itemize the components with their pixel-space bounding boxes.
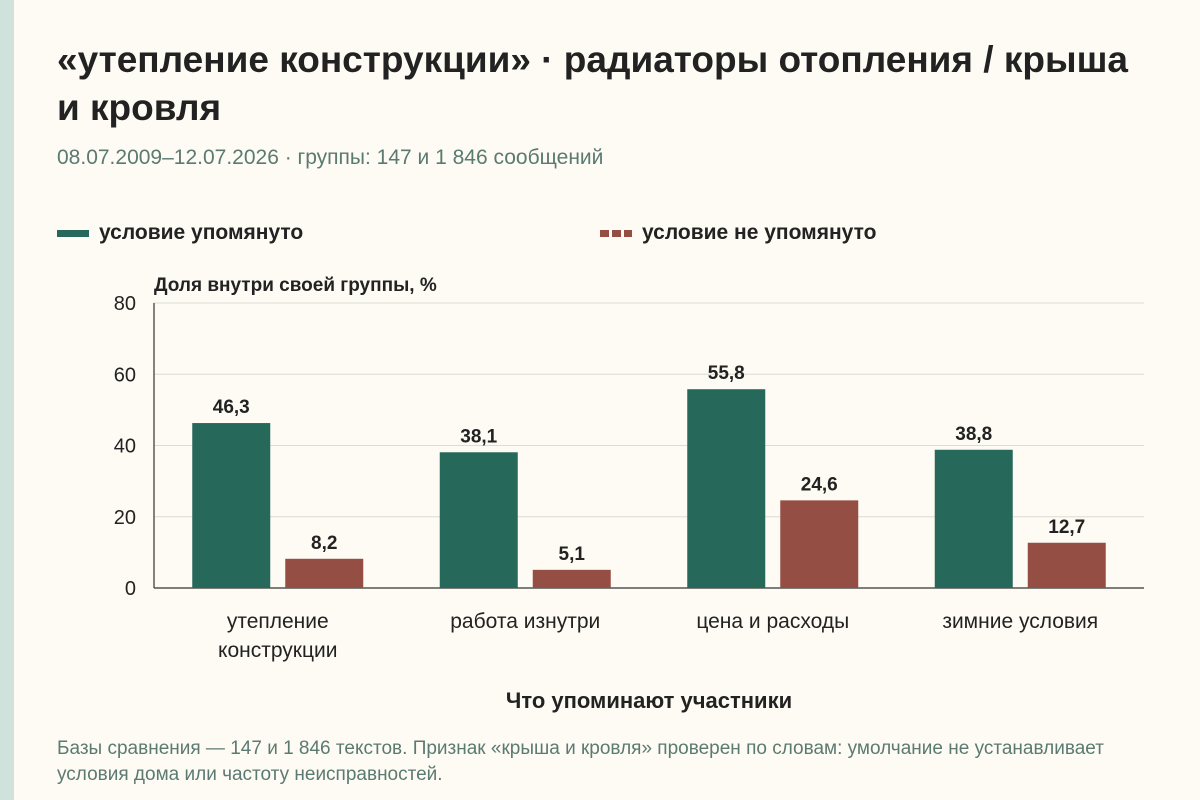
x-tick-label-line: цена и расходы (696, 610, 849, 633)
y-tick-label: 40 (114, 436, 136, 458)
y-tick-label: 0 (125, 578, 136, 600)
y-axis-label: Доля внутри своей группы, % (154, 275, 437, 296)
x-tick-label: работа изнутри (450, 610, 600, 633)
data-label: 46,3 (213, 397, 250, 418)
legend-swatch-mentioned (57, 229, 89, 237)
legend-label-not-mentioned: условие не упомянуто (642, 221, 877, 244)
bar-not-mentioned (780, 500, 859, 588)
bar-not-mentioned (1027, 542, 1106, 588)
bar-mentioned (192, 423, 271, 588)
legend-item-not-mentioned: условие не упомянуто (600, 218, 876, 248)
x-tick-label-line: утепление (227, 610, 329, 633)
legend-label-mentioned: условие упомянуто (99, 221, 304, 244)
bar-mentioned (439, 452, 518, 588)
x-tick-label: цена и расходы (696, 610, 849, 633)
y-tick-label: 80 (114, 293, 136, 315)
bar-mentioned (687, 389, 766, 588)
data-label: 24,6 (801, 474, 838, 495)
x-tick-label: утепление конструкции (218, 610, 337, 662)
left-accent-strip (0, 0, 14, 800)
x-tick-label-line: работа изнутри (450, 610, 600, 633)
footnote: Базы сравнения — 147 и 1 846 текстов. Пр… (57, 738, 1104, 785)
chart-subtitle: 08.07.2009–12.07.2026 · группы: 147 и 1 … (57, 146, 604, 169)
y-tick-label: 20 (114, 507, 136, 529)
x-tick-label-line: зимние условия (942, 610, 1098, 633)
x-tick-label: зимние условия (942, 610, 1098, 633)
data-label: 8,2 (311, 533, 337, 554)
data-label: 12,7 (1048, 517, 1085, 538)
data-label: 55,8 (708, 363, 745, 384)
bar-not-mentioned (532, 569, 611, 588)
bar-not-mentioned (285, 558, 364, 588)
legend-item-mentioned: условие упомянуто (57, 218, 303, 248)
x-tick-label-line: конструкции (218, 639, 337, 662)
y-tick-label: 60 (114, 364, 136, 386)
data-label: 38,1 (460, 426, 497, 447)
legend-swatch-not-mentioned (600, 229, 632, 237)
x-axis-label: Что упоминают участники (506, 688, 792, 713)
bar-mentioned (934, 449, 1013, 588)
data-label: 38,8 (955, 424, 992, 445)
data-label: 5,1 (559, 544, 586, 565)
chart-title: «утепление конструкции» · радиаторы отоп… (57, 39, 1128, 128)
